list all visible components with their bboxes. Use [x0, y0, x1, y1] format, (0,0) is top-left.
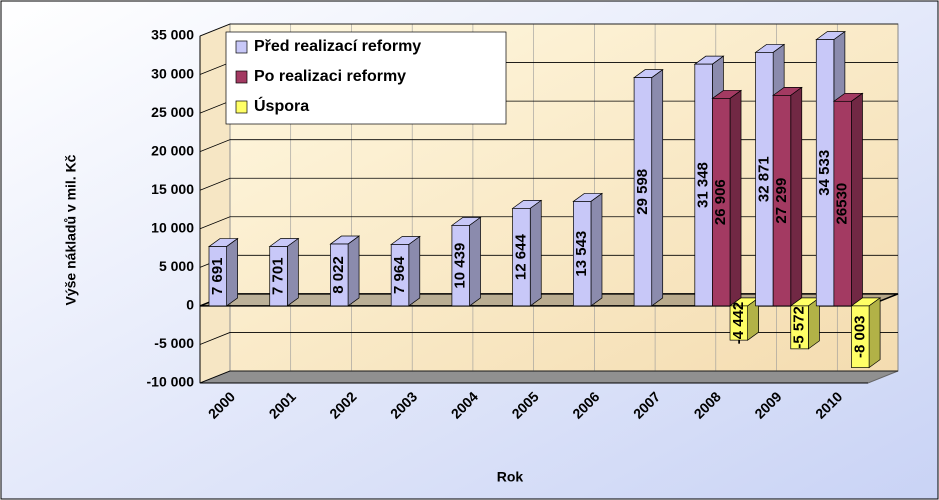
y-tick-label: 20 000 — [151, 142, 194, 158]
y-tick-label: 30 000 — [151, 65, 194, 81]
bar — [208, 246, 227, 307]
y-tick-label: 5 000 — [159, 258, 194, 274]
value-label: 13 543 — [573, 231, 590, 277]
bar — [269, 246, 288, 307]
legend-label: Úspora — [254, 96, 309, 115]
value-label: 7 964 — [391, 256, 408, 294]
side-wall — [199, 23, 231, 384]
value-label: -5 572 — [791, 306, 808, 349]
bar-side-shade — [590, 193, 602, 306]
x-axis-title: Rok — [497, 469, 524, 485]
bar-side-shade — [287, 238, 299, 306]
legend-swatch — [235, 70, 248, 84]
legend-swatch — [235, 40, 248, 54]
bar-side-shade — [530, 200, 542, 306]
bar-side-shade — [869, 297, 881, 368]
floor — [199, 370, 899, 384]
bar-side-shade — [851, 93, 863, 306]
y-axis-title: Výše nákladů v mil. Kč — [63, 154, 79, 305]
value-label: 27 299 — [773, 178, 790, 224]
value-label: 7 701 — [270, 257, 287, 295]
value-label: 12 644 — [512, 234, 529, 281]
value-label: 10 439 — [452, 243, 469, 289]
value-label: 32 871 — [755, 156, 772, 202]
bar — [573, 201, 592, 307]
bar — [330, 243, 349, 307]
value-label: 26530 — [834, 183, 851, 225]
value-label: 29 598 — [634, 169, 651, 215]
y-tick-label: 0 — [186, 297, 194, 313]
legend-box — [225, 31, 507, 125]
bar-side-shade — [348, 236, 360, 306]
bar — [451, 225, 470, 307]
grid-line — [199, 332, 898, 345]
value-label: 26 906 — [712, 179, 729, 225]
bar-side-shade — [469, 217, 481, 306]
bar — [712, 98, 731, 307]
grid-line — [199, 216, 898, 230]
legend-swatch — [235, 100, 248, 114]
value-label: 8 022 — [330, 256, 347, 294]
value-label: 7 691 — [209, 257, 226, 295]
bar-side-shade — [651, 69, 663, 306]
legend-label: Po realizaci reformy — [254, 68, 406, 85]
y-tick-label: -5 000 — [154, 335, 194, 351]
bar — [790, 305, 809, 350]
grid-line — [199, 23, 898, 37]
y-tick-label: 10 000 — [151, 219, 194, 235]
grid-line — [199, 177, 898, 191]
bar — [772, 95, 792, 307]
y-tick-label: 35 000 — [151, 27, 194, 43]
bar — [512, 208, 531, 307]
bar — [633, 77, 653, 307]
value-label: 34 533 — [816, 150, 833, 196]
bar-side-shade — [790, 87, 802, 306]
bar — [833, 100, 852, 307]
bar — [390, 244, 410, 307]
value-label: -4 442 — [730, 302, 747, 345]
bar-side-shade — [730, 90, 742, 306]
grid-line — [199, 370, 898, 384]
y-tick-label: 15 000 — [151, 181, 194, 197]
bar-side-shade — [808, 297, 820, 349]
y-tick-label: 25 000 — [151, 104, 194, 120]
legend-label: Před realizací reformy — [254, 38, 421, 55]
bar-side-shade — [747, 297, 759, 341]
bar — [729, 305, 749, 341]
grid-line — [199, 139, 898, 153]
legend: Před realizací reformy Po realizaci refor… — [225, 31, 507, 125]
bar — [851, 305, 870, 368]
y-tick-label: -10 000 — [147, 374, 195, 390]
value-label: -8 003 — [851, 315, 868, 358]
bar-side-shade — [408, 236, 420, 306]
value-label: 31 348 — [695, 162, 712, 208]
bar-side-shade — [226, 238, 238, 306]
